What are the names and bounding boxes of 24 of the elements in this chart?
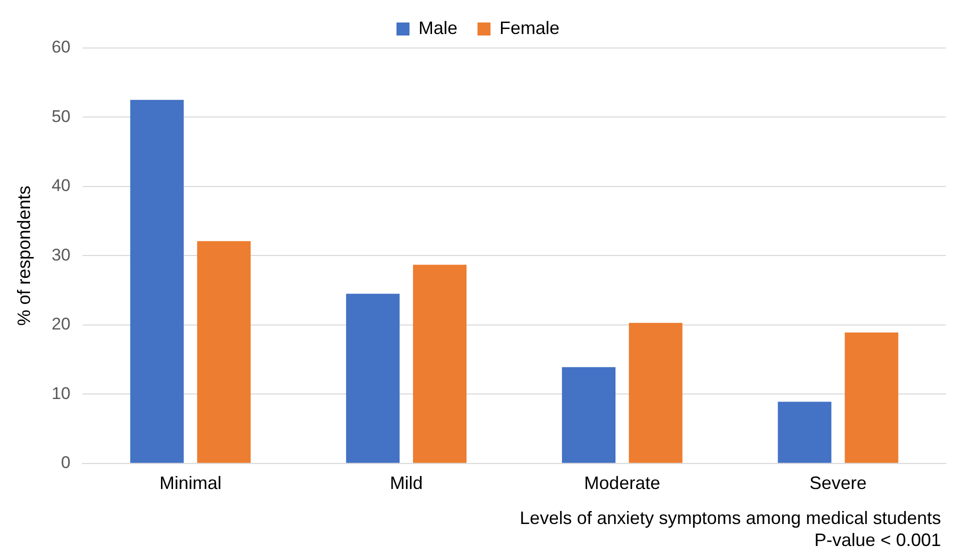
bar [130, 100, 184, 463]
x-axis-title: Levels of anxiety symptoms among medical students [520, 508, 941, 529]
y-tick-label: 50 [52, 106, 71, 126]
bar [346, 294, 400, 463]
legend-label: Male [418, 18, 458, 38]
bar [197, 241, 251, 463]
y-tick-label: 0 [61, 453, 71, 472]
x-tick-label: Minimal [159, 473, 222, 494]
bar [628, 322, 682, 463]
text: P-value < 0.001 [814, 530, 941, 551]
y-axis-title: % of respondents [14, 186, 34, 326]
bar [844, 332, 898, 463]
x-tick-label: Mild [390, 473, 423, 494]
bar [413, 264, 467, 463]
bar [778, 402, 832, 463]
y-tick-label: 60 [52, 38, 71, 57]
y-tick-label: 10 [52, 384, 71, 403]
x-tick-label: Severe [810, 473, 867, 494]
y-tick-label: 20 [52, 314, 71, 334]
legend-label: Female [499, 18, 560, 38]
bar [562, 367, 616, 463]
y-tick-label: 40 [52, 176, 71, 196]
x-tick-label: Moderate [584, 473, 660, 494]
y-tick-label: 30 [52, 245, 71, 264]
